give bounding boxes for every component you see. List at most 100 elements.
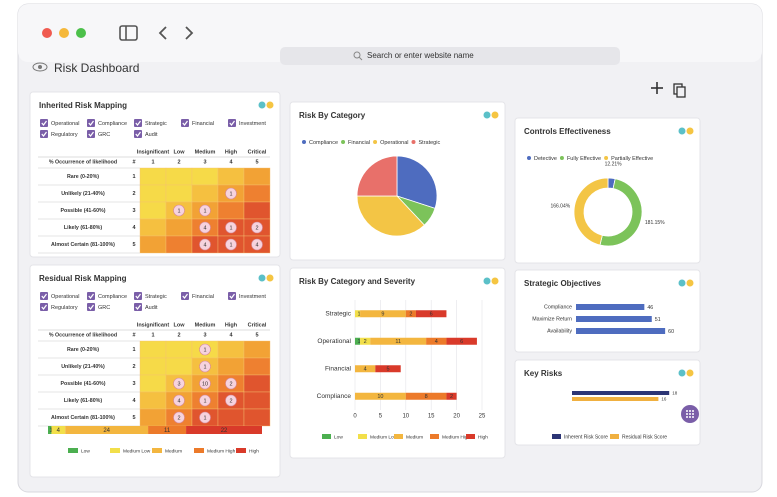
filter-checkbox[interactable] — [40, 303, 48, 311]
risk-count: 4 — [255, 242, 258, 248]
heat-cell — [243, 408, 271, 427]
filter-checkbox[interactable] — [134, 119, 142, 127]
x-tick-label: 10 — [402, 414, 409, 420]
sidebar-toggle[interactable] — [119, 25, 138, 41]
close-button[interactable] — [42, 28, 52, 38]
checkmark — [229, 293, 235, 299]
add-button[interactable] — [651, 82, 663, 94]
address-placeholder[interactable]: Search or enter website name — [367, 51, 474, 60]
legend-label: Low — [334, 434, 343, 440]
filter-checkbox[interactable] — [40, 119, 48, 127]
heat-cell — [217, 357, 245, 376]
heat-cell — [165, 218, 193, 237]
row-number: 2 — [132, 364, 135, 370]
heat-cell — [217, 167, 245, 186]
filter-checkbox[interactable] — [228, 119, 236, 127]
back-button[interactable] — [158, 26, 167, 40]
risk-count-bubble — [199, 360, 211, 373]
maximize-button[interactable] — [76, 28, 86, 38]
filter-label: Investment — [239, 294, 266, 300]
risk-count-bubble — [173, 204, 185, 217]
row-label: Almost Certain (81-100%) — [51, 242, 115, 248]
panel-dot — [678, 127, 686, 135]
filter-checkbox[interactable] — [87, 303, 95, 311]
risk-count-bubble — [225, 238, 237, 251]
bar-segment — [426, 337, 447, 345]
legend-swatch — [466, 434, 475, 439]
filter-checkbox[interactable] — [40, 130, 48, 138]
heat-cell — [139, 408, 167, 427]
value-label: 18 — [672, 391, 678, 396]
risk-count-bubble — [199, 221, 211, 234]
risk-count-bubble — [225, 377, 237, 390]
legend-swatch — [358, 434, 367, 439]
risk-count-bubble — [251, 238, 263, 251]
heat-cell — [243, 184, 271, 203]
legend-swatch — [610, 434, 619, 439]
filter-checkbox[interactable] — [87, 292, 95, 300]
segment-label: 4 — [57, 428, 61, 434]
segment-label: 2 — [364, 339, 367, 345]
heat-cell — [139, 340, 167, 359]
row-number: 4 — [132, 225, 136, 231]
column-header: High — [225, 322, 238, 328]
address-bar[interactable] — [280, 47, 620, 65]
legend-label: Detective — [534, 156, 557, 162]
row-number: 5 — [132, 242, 135, 248]
filter-checkbox[interactable] — [134, 303, 142, 311]
column-number: 4 — [229, 332, 233, 338]
legend-label: Low — [81, 448, 90, 454]
row-label: Rare (0-20%) — [67, 174, 99, 180]
filter-checkbox[interactable] — [181, 119, 189, 127]
legend-swatch — [194, 448, 204, 453]
y-tick-label: Compliance — [544, 304, 572, 310]
bar-segment — [446, 337, 477, 345]
legend-label: Financial — [348, 140, 370, 146]
row-label: Likely (61-80%) — [64, 225, 103, 231]
panel-dot — [686, 279, 694, 287]
filter-checkbox[interactable] — [87, 130, 95, 138]
panel-dot — [491, 111, 499, 119]
panel-dot — [258, 274, 266, 282]
column-header: Insignificant — [137, 322, 170, 328]
heat-cell — [139, 374, 167, 393]
filter-checkbox[interactable] — [87, 119, 95, 127]
risk-count-bubble — [199, 394, 211, 407]
bar-segment — [375, 365, 401, 373]
filter-checkbox[interactable] — [40, 292, 48, 300]
forward-button[interactable] — [185, 26, 194, 40]
y-tick-label: Strategic — [325, 310, 351, 317]
row-number: 5 — [132, 415, 135, 421]
apps-button[interactable] — [681, 405, 699, 423]
column-number: 4 — [229, 159, 233, 165]
legend-swatch — [152, 448, 162, 453]
filter-checkbox[interactable] — [134, 292, 142, 300]
filter-label: GRC — [98, 132, 110, 138]
filter-checkbox[interactable] — [181, 292, 189, 300]
filter-checkbox[interactable] — [228, 292, 236, 300]
heat-cell — [165, 357, 193, 376]
risk-count-bubble — [199, 343, 211, 356]
risk-count: 2 — [229, 398, 232, 404]
risk-count: 4 — [203, 225, 206, 231]
minimize-button[interactable] — [59, 28, 69, 38]
copy-button[interactable] — [673, 83, 686, 98]
column-number: 3 — [203, 159, 206, 165]
legend-swatch — [236, 448, 246, 453]
checkmark — [88, 293, 94, 299]
row-number: 3 — [132, 208, 135, 214]
heat-cell — [217, 408, 245, 427]
legend-swatch — [302, 140, 306, 144]
checkmark — [88, 304, 94, 310]
panel-title: Risk By Category — [299, 111, 366, 120]
filter-checkbox[interactable] — [134, 130, 142, 138]
bar-segment — [415, 310, 447, 318]
x-tick-label: 5 — [379, 414, 383, 420]
legend-label: Medium — [165, 448, 182, 454]
bar — [576, 304, 645, 310]
heat-cell — [243, 201, 271, 220]
dashboard-content: Inherited Risk Mapping Operational Complia… — [29, 91, 701, 478]
segment-label: 1 — [357, 312, 360, 318]
checkmark — [88, 120, 94, 126]
segment-label: 8 — [425, 394, 428, 400]
